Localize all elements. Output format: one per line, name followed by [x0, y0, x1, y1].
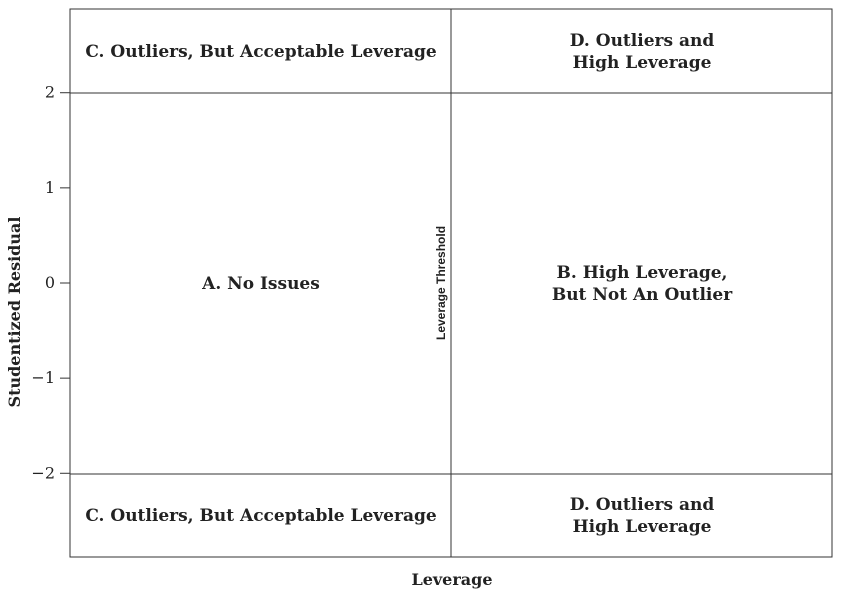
region-label-bottom-right: High Leverage	[573, 517, 712, 537]
leverage-threshold-label: Leverage Threshold	[434, 226, 448, 340]
x-axis-title: Leverage	[411, 570, 492, 589]
region-label-mid-right: But Not An Outlier	[552, 285, 733, 305]
region-label-top-right: D. Outliers and	[570, 31, 715, 51]
region-label-bottom-left: C. Outliers, But Acceptable Leverage	[85, 506, 437, 526]
y-tick-label: 1	[45, 178, 55, 197]
region-label-top-left: C. Outliers, But Acceptable Leverage	[85, 42, 437, 62]
y-axis-ticks: 2 1 0 −1 −2	[31, 83, 70, 482]
region-label-mid-left: A. No Issues	[201, 274, 320, 294]
y-tick-label: 2	[45, 83, 55, 102]
y-axis-title: Studentized Residual	[5, 217, 24, 408]
y-tick-label: −1	[31, 368, 55, 387]
y-tick-label: −2	[31, 463, 55, 482]
y-tick-label: 0	[45, 273, 55, 292]
region-label-top-right: High Leverage	[573, 53, 712, 73]
region-label-bottom-right: D. Outliers and	[570, 495, 715, 515]
region-label-mid-right: B. High Leverage,	[557, 263, 728, 283]
region-labels: C. Outliers, But Acceptable Leverage D. O…	[85, 31, 733, 537]
